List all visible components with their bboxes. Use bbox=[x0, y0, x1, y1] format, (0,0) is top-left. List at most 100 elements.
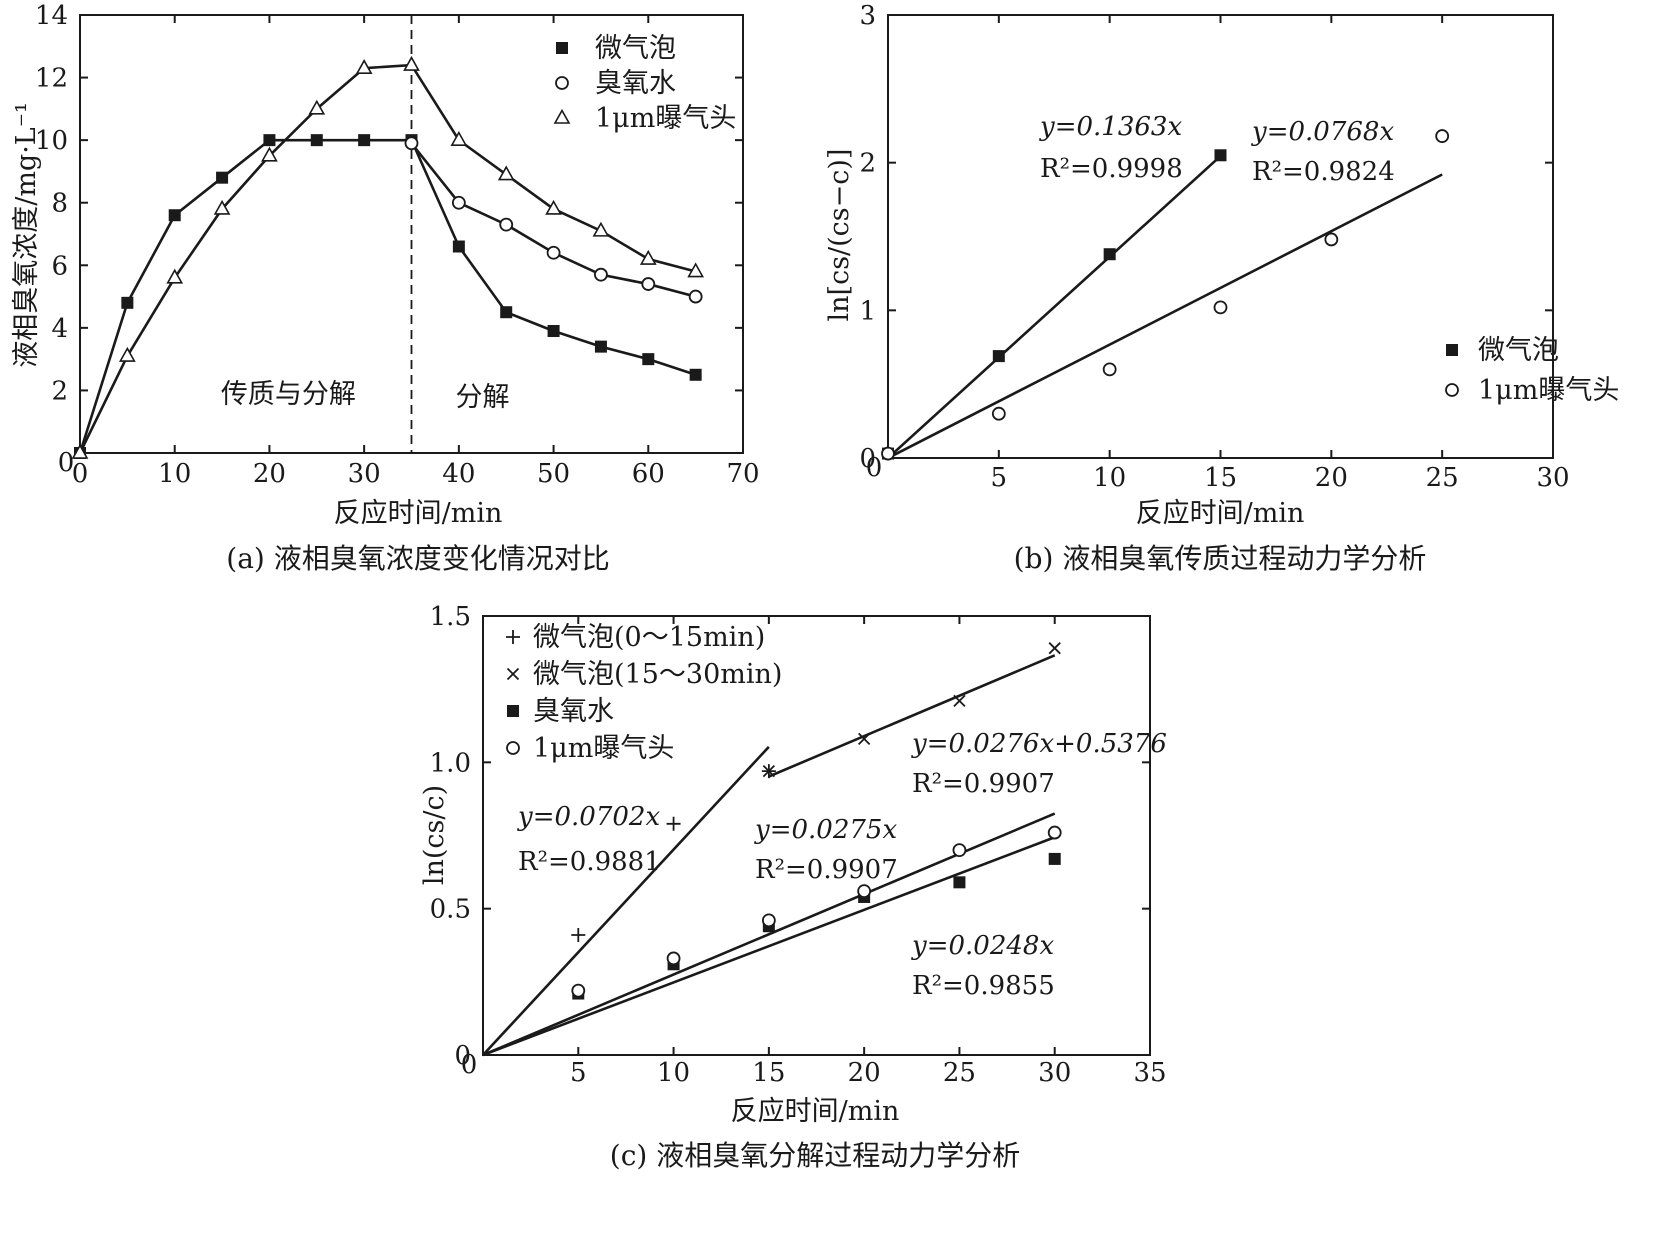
fit-r2: R²=0.9824 bbox=[1252, 157, 1395, 187]
series-1 bbox=[74, 134, 702, 459]
origin-label: 0 bbox=[461, 1050, 478, 1080]
data-point bbox=[497, 165, 515, 181]
legend-marker bbox=[1446, 344, 1458, 356]
data-point bbox=[952, 843, 967, 858]
data-point bbox=[500, 306, 513, 319]
data-point bbox=[263, 134, 276, 147]
x-tick-label: 20 bbox=[848, 1058, 881, 1088]
legend-label: 臭氧水 bbox=[595, 68, 676, 99]
fit-line bbox=[482, 836, 1056, 1057]
data-point bbox=[594, 340, 607, 353]
series-4 bbox=[482, 812, 1062, 1057]
legend: 微气泡 1μm曝气头 bbox=[1445, 335, 1619, 406]
y-tick-label: 2 bbox=[51, 376, 68, 406]
fit-r2: R²=0.9881 bbox=[518, 847, 661, 877]
data-point bbox=[1103, 248, 1116, 261]
x-tick-label: 60 bbox=[632, 459, 665, 489]
x-tick-label: 25 bbox=[1426, 463, 1459, 493]
data-point bbox=[310, 134, 323, 147]
data-point bbox=[592, 221, 610, 237]
plot-frame bbox=[482, 615, 1151, 1056]
data-point bbox=[642, 353, 655, 366]
x-axis-label: 反应时间/min bbox=[731, 1096, 900, 1127]
panel-caption: (b) 液相臭氧传质过程动力学分析 bbox=[1014, 542, 1427, 575]
origin-label: 0 bbox=[866, 453, 883, 483]
data-point bbox=[992, 350, 1005, 363]
legend-label: 微气泡(15～30min) bbox=[533, 659, 782, 690]
data-point bbox=[168, 209, 181, 222]
data-point bbox=[1213, 300, 1228, 315]
legend-label: 1μm曝气头 bbox=[595, 103, 736, 134]
data-point bbox=[762, 764, 775, 778]
legend-marker bbox=[506, 741, 520, 755]
data-point bbox=[594, 267, 608, 282]
data-point bbox=[71, 443, 89, 459]
y-axis-label: ln(cs/c) bbox=[419, 785, 450, 885]
y-tick-label: 2 bbox=[859, 149, 876, 179]
data-point bbox=[545, 199, 562, 215]
series-3 bbox=[71, 55, 705, 459]
data-point bbox=[689, 368, 702, 381]
data-point bbox=[857, 884, 872, 899]
data-point bbox=[639, 249, 657, 265]
legend-label: 微气泡 bbox=[1478, 335, 1559, 366]
data-point bbox=[1048, 852, 1061, 865]
series-line bbox=[410, 142, 696, 298]
legend-marker bbox=[555, 76, 569, 90]
legend-label: 臭氧水 bbox=[533, 696, 614, 727]
x-tick-label: 10 bbox=[158, 459, 191, 489]
data-point bbox=[641, 277, 656, 291]
data-point bbox=[858, 732, 871, 746]
data-point bbox=[953, 876, 966, 889]
x-tick-label: 10 bbox=[1093, 463, 1126, 493]
x-tick-label: 25 bbox=[943, 1058, 976, 1088]
legend-label: 1μm曝气头 bbox=[533, 733, 674, 764]
data-point bbox=[450, 131, 468, 146]
data-point bbox=[546, 245, 561, 260]
x-axis-label: 反应时间/min bbox=[1136, 498, 1305, 529]
y-axis-label: 液相臭氧浓度/mg·L⁻¹ bbox=[11, 102, 42, 368]
x-tick-label: 10 bbox=[657, 1058, 690, 1088]
data-point bbox=[308, 99, 326, 115]
legend-marker bbox=[553, 108, 571, 124]
legend-label: 1μm曝气头 bbox=[1478, 375, 1619, 406]
y-tick-label: 14 bbox=[35, 1, 68, 31]
y-tick-label: 12 bbox=[35, 64, 68, 94]
data-point bbox=[452, 240, 465, 253]
data-point bbox=[118, 346, 136, 362]
legend-marker bbox=[506, 667, 520, 681]
data-point bbox=[991, 406, 1006, 421]
x-tick-label: 40 bbox=[442, 459, 475, 489]
data-point bbox=[687, 262, 705, 278]
phase-annotation: 传质与分解 bbox=[221, 379, 356, 410]
x-tick-label: 30 bbox=[348, 459, 381, 489]
data-point bbox=[666, 816, 681, 831]
data-point bbox=[881, 446, 895, 461]
data-point bbox=[666, 951, 681, 966]
x-tick-label: 20 bbox=[253, 459, 286, 489]
y-tick-label: 10 bbox=[35, 126, 68, 156]
y-tick-label: 0 bbox=[454, 1041, 471, 1071]
fit-equation: y=0.0768x bbox=[1251, 117, 1394, 147]
data-point bbox=[121, 296, 134, 309]
data-point bbox=[571, 928, 586, 943]
data-point bbox=[404, 136, 419, 151]
data-point bbox=[688, 289, 703, 304]
fit-r2: R²=0.9998 bbox=[1040, 154, 1183, 184]
x-tick-label: 15 bbox=[752, 1058, 785, 1088]
x-tick-label: 35 bbox=[1133, 1058, 1166, 1088]
data-point bbox=[403, 55, 420, 71]
x-tick-label: 5 bbox=[570, 1058, 587, 1088]
series-1 bbox=[882, 149, 1227, 460]
chart-panel-3: 5 10 15 20 25 30 35 0 0.5 1.0 1.5 反应时间/min ln(cs/c) (… bbox=[419, 602, 1167, 1172]
x-tick-label: 5 bbox=[991, 463, 1008, 493]
fit-line bbox=[887, 173, 1443, 460]
data-point bbox=[1324, 232, 1339, 247]
data-point bbox=[1435, 129, 1450, 143]
panel-caption: (a) 液相臭氧浓度变化情况对比 bbox=[226, 542, 609, 575]
series-2 bbox=[881, 129, 1450, 461]
x-tick-label: 30 bbox=[1038, 1058, 1071, 1088]
fit-r2: R²=0.9907 bbox=[912, 769, 1055, 799]
legend-marker bbox=[556, 42, 568, 54]
